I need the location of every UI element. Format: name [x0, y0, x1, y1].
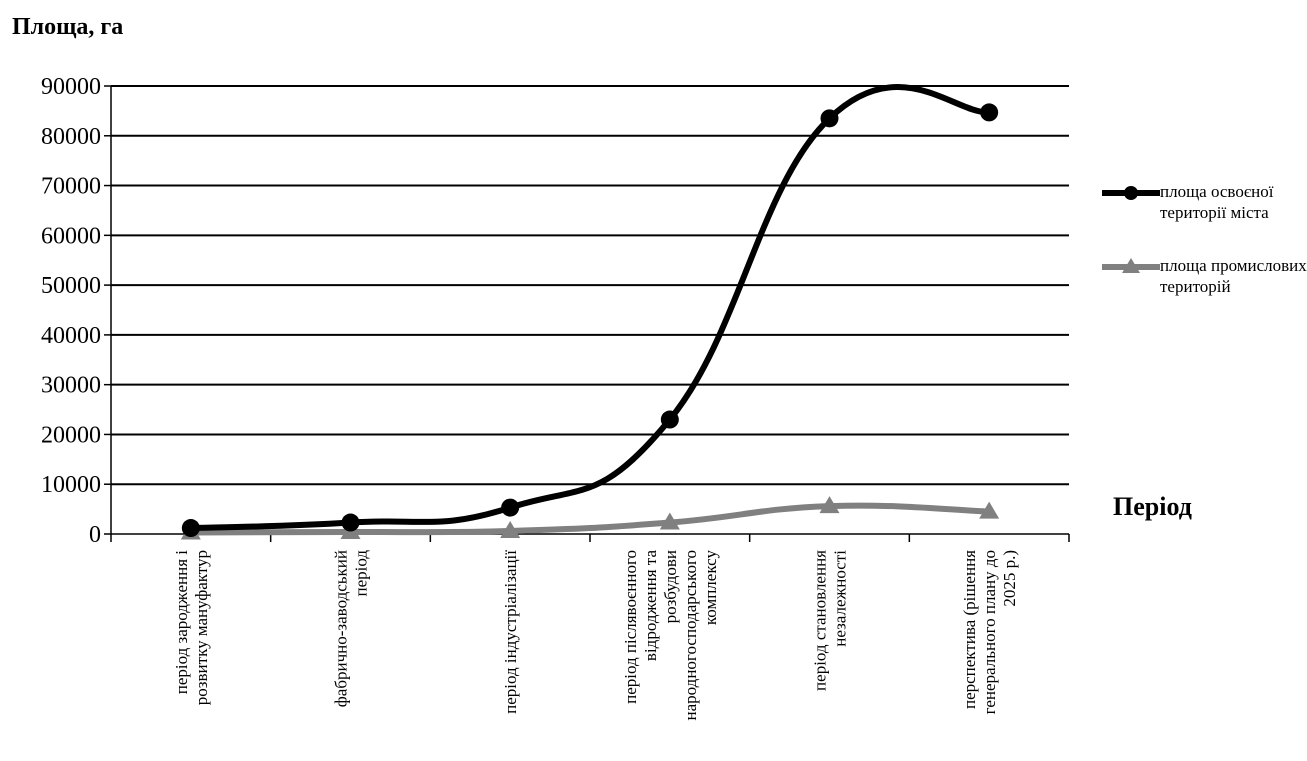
- legend-swatch-series-1: [1102, 186, 1160, 200]
- series-2-point-3: [659, 512, 680, 530]
- x-tick-label-5-line-0: перспектива (рішення: [960, 550, 979, 709]
- y-tick-label-8: 80000: [41, 124, 101, 150]
- x-tick-label-5-line-1: генерального плану до: [980, 550, 999, 714]
- legend-swatch-series-2: [1102, 258, 1160, 273]
- x-tick-label-3-line-1: відродження та: [641, 550, 660, 662]
- series-2-point-4: [819, 496, 840, 514]
- x-tick-label-4-line-0: період становлення: [811, 550, 830, 691]
- y-axis-title: Площа, га: [12, 14, 124, 40]
- x-tick-label-4: період становленнянезалежності: [811, 550, 850, 691]
- legend-label-series-2: площа промислових територій: [1160, 256, 1307, 296]
- series-1-point-4: [820, 109, 839, 128]
- series-line-2: [187, 502, 993, 536]
- x-tick-label-1: фабрично-заводськийперіод: [332, 550, 371, 708]
- x-tick-label-3-line-4: комплексу: [701, 550, 720, 626]
- x-axis-title: Період: [1113, 492, 1192, 521]
- x-tick-label-0-line-0: період зародження і: [172, 550, 191, 695]
- series-2-point-5: [979, 501, 1000, 519]
- y-tick-label-0: 0: [89, 522, 101, 548]
- x-tick-label-0: період зародження ірозвитку мануфактур: [172, 550, 211, 705]
- x-tick-label-1-line-1: період: [352, 550, 371, 597]
- x-tick-label-3-line-3: народногосподарського: [681, 550, 700, 720]
- x-tick-label-3-line-0: період післявоєнного: [621, 550, 640, 704]
- y-tick-label-1: 10000: [41, 472, 101, 498]
- x-tick-label-1-line-0: фабрично-заводський: [332, 550, 351, 707]
- series-1-point-0: [181, 519, 200, 538]
- x-tick-label-5: перспектива (рішеннягенерального плану д…: [960, 550, 1019, 715]
- x-tick-label-4-line-1: незалежності: [831, 550, 850, 647]
- series-line-1: [187, 84, 993, 532]
- y-tick-label-3: 30000: [41, 373, 101, 399]
- x-tick-label-2-line-0: період індустріалізації: [501, 550, 520, 714]
- series-1-point-5: [980, 103, 999, 122]
- x-tick-label-3: період післявоєнноговідродження тарозбуд…: [621, 550, 720, 721]
- y-tick-label-6: 60000: [41, 223, 101, 249]
- series-1-point-1: [341, 513, 360, 532]
- x-tick-label-2: період індустріалізації: [501, 550, 520, 714]
- y-tick-label-9: 90000: [41, 74, 101, 100]
- y-tick-label-2: 20000: [41, 422, 101, 448]
- x-tick-label-0-line-1: розвитку мануфактур: [192, 550, 211, 705]
- y-tick-label-4: 40000: [41, 323, 101, 349]
- series-2-point-2: [500, 521, 521, 539]
- y-tick-label-5: 50000: [41, 273, 101, 299]
- legend-label-series-1: площа освоєної території міста: [1160, 182, 1274, 222]
- series-1-point-2: [501, 498, 520, 517]
- x-tick-label-3-line-2: розбудови: [661, 550, 680, 623]
- x-tick-label-5-line-2: 2025 р.): [1000, 550, 1019, 607]
- series-1-point-3: [660, 410, 679, 429]
- y-tick-label-7: 70000: [41, 174, 101, 200]
